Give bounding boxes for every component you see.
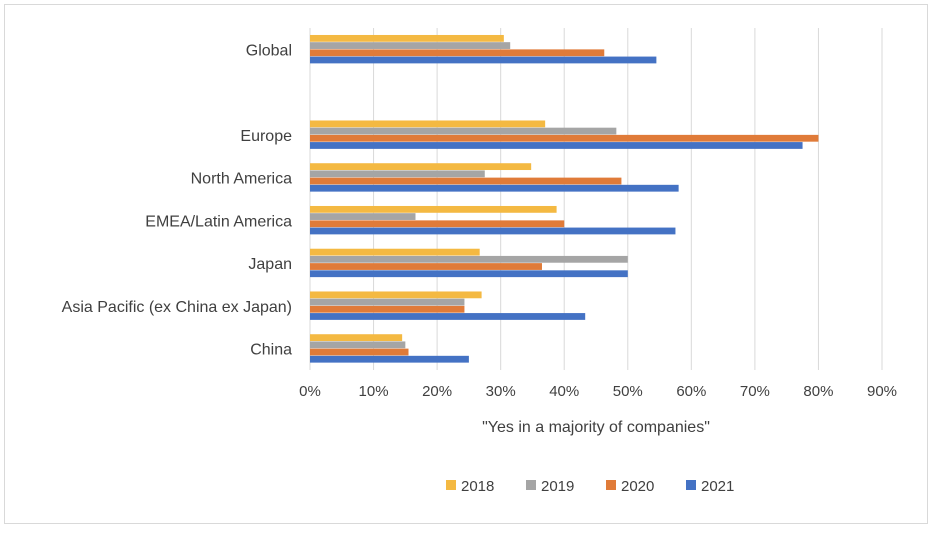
bar-2019 bbox=[310, 298, 465, 306]
bar-2018 bbox=[310, 248, 480, 256]
legend-swatch-2021 bbox=[686, 480, 696, 490]
bar-2018 bbox=[310, 334, 403, 342]
legend-label-2021: 2021 bbox=[701, 478, 734, 495]
category-label: Europe bbox=[240, 128, 292, 145]
x-tick-label: 70% bbox=[740, 383, 770, 400]
bar-2021 bbox=[310, 56, 657, 64]
bar-2020 bbox=[310, 263, 542, 270]
legend-swatch-2020 bbox=[606, 480, 616, 490]
x-tick-label: 60% bbox=[676, 383, 706, 400]
category-labels: Global Europe North America EMEA/Latin Amer… bbox=[62, 42, 292, 358]
x-tick-label: 50% bbox=[613, 383, 643, 400]
x-tick-label: 90% bbox=[867, 383, 897, 400]
category-label: China bbox=[250, 342, 292, 359]
bar-2021 bbox=[310, 142, 803, 149]
bar-2021 bbox=[310, 227, 676, 235]
category-label: Asia Pacific (ex China ex Japan) bbox=[62, 299, 292, 316]
bar-2018 bbox=[310, 34, 504, 42]
x-tick-label: 20% bbox=[422, 383, 452, 400]
category-label: EMEA/Latin America bbox=[145, 213, 292, 230]
bar-2018 bbox=[310, 163, 532, 171]
bar-2019 bbox=[310, 213, 416, 220]
legend-label-2020: 2020 bbox=[621, 478, 654, 495]
bar-2018 bbox=[310, 120, 546, 128]
bar-2019 bbox=[310, 255, 628, 263]
x-tick-label: 10% bbox=[359, 383, 389, 400]
legend-swatch-2019 bbox=[526, 480, 536, 490]
legend-label-2019: 2019 bbox=[541, 478, 574, 495]
bar-2018 bbox=[310, 291, 482, 299]
legend: 2018 2019 2020 2021 bbox=[446, 478, 734, 495]
category-label: Japan bbox=[248, 256, 292, 273]
bars bbox=[310, 34, 819, 363]
bar-2021 bbox=[310, 270, 628, 278]
category-label: Global bbox=[246, 42, 292, 59]
x-tick-label: 0% bbox=[299, 383, 321, 400]
bar-2020 bbox=[310, 348, 409, 356]
x-axis-title: "Yes in a majority of companies" bbox=[482, 419, 710, 436]
bar-2019 bbox=[310, 341, 406, 349]
bar-2020 bbox=[310, 134, 819, 142]
bar-2020 bbox=[310, 220, 565, 228]
bar-2020 bbox=[310, 177, 622, 185]
legend-swatch-2018 bbox=[446, 480, 456, 490]
x-tick-labels: 0% 10% 20% 30% 40% 50% 60% 70% 80% 90% bbox=[299, 383, 897, 400]
x-tick-label: 80% bbox=[803, 383, 833, 400]
bar-2020 bbox=[310, 305, 465, 313]
bar-2019 bbox=[310, 127, 617, 135]
legend-label-2018: 2018 bbox=[461, 478, 494, 495]
bar-2020 bbox=[310, 49, 605, 57]
bar-2021 bbox=[310, 184, 679, 192]
bar-2021 bbox=[310, 313, 586, 320]
x-tick-label: 30% bbox=[486, 383, 516, 400]
bar-2019 bbox=[310, 42, 511, 49]
x-tick-label: 40% bbox=[549, 383, 579, 400]
category-label: North America bbox=[191, 171, 292, 188]
gridlines bbox=[309, 28, 883, 370]
bar-2019 bbox=[310, 170, 485, 178]
bar-2018 bbox=[310, 205, 557, 213]
bar-2021 bbox=[310, 355, 469, 363]
